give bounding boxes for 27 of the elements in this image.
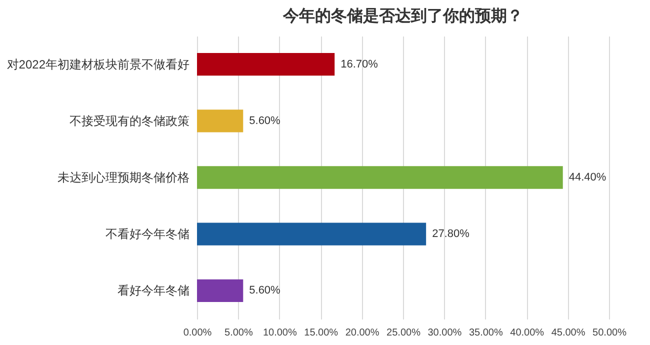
- y-tick-label: 未达到心理预期冬储价格: [58, 170, 190, 184]
- x-tick-label: 10.00%: [262, 328, 297, 338]
- x-tick-label: 5.00%: [224, 328, 253, 338]
- data-label: 5.60%: [249, 114, 281, 127]
- x-tick-label: 40.00%: [510, 328, 544, 338]
- y-tick-label: 对2022年初建材板块前景不做看好: [6, 57, 190, 72]
- data-label: 27.80%: [432, 228, 470, 240]
- x-tick-label: 20.00%: [345, 328, 380, 338]
- bar: [197, 52, 335, 76]
- x-tick-label: 35.00%: [468, 328, 503, 338]
- y-tick-label: 不接受现有的冬储政策: [70, 114, 190, 128]
- data-label: 16.70%: [340, 58, 378, 70]
- bar: [197, 110, 244, 132]
- y-tick-label: 看好今年冬储: [118, 284, 190, 298]
- x-tick-label: 45.00%: [551, 328, 586, 338]
- x-tick-label: 0.00%: [183, 328, 212, 338]
- x-tick-label: 30.00%: [428, 328, 462, 338]
- x-tick-label: 25.00%: [386, 328, 421, 338]
- y-tick-label: 不看好今年冬储: [106, 227, 190, 242]
- bar: [197, 222, 426, 246]
- x-tick-label: 15.00%: [304, 328, 338, 338]
- bar: [197, 166, 563, 189]
- x-tick-label: 50.00%: [592, 328, 627, 338]
- bar: [197, 279, 244, 302]
- data-label: 44.40%: [568, 172, 606, 184]
- chart-title: 今年的冬储是否达到了你的预期？: [282, 6, 523, 25]
- data-label: 5.60%: [249, 284, 281, 297]
